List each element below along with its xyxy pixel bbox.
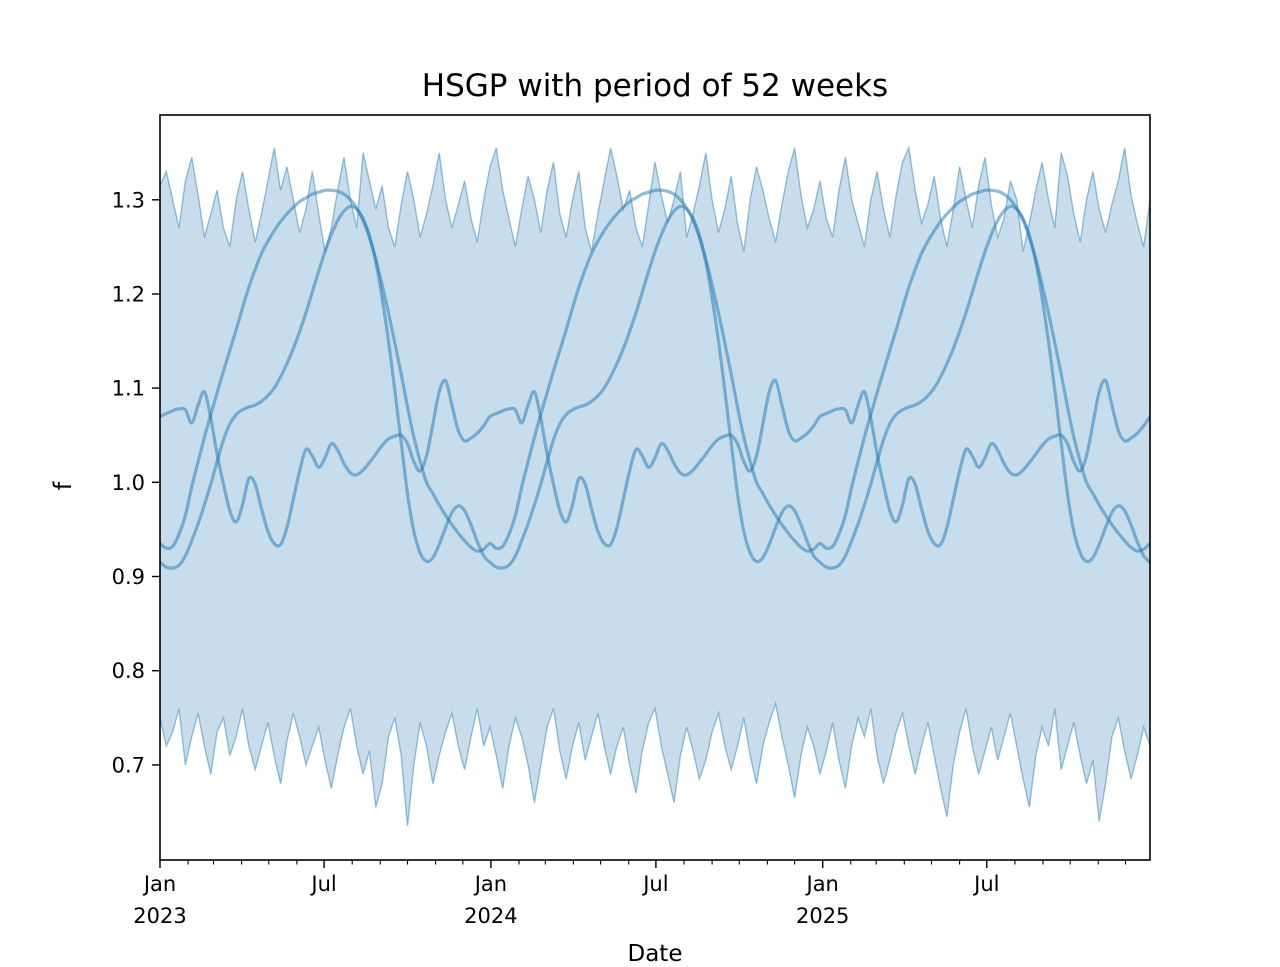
y-tick-label: 0.7	[112, 753, 145, 777]
x-tick-label-year: 2024	[464, 904, 517, 928]
y-tick-label: 1.2	[112, 283, 145, 307]
plot-border	[159, 114, 1151, 861]
y-tick-label: 1.3	[112, 188, 145, 212]
axes: 0.7 0.8 0.9 1.0 1.1 1.2 1.3 Jan 2023 Jul Jan 2024 Ju…	[112, 188, 1127, 928]
chart-title: HSGP with period of 52 weeks	[421, 68, 889, 104]
x-tick-label-month: Jan	[473, 872, 507, 896]
x-tick-label-month: Jul	[972, 872, 999, 896]
plot-data-layer	[160, 145, 1150, 827]
x-tick-label-month: Jan	[805, 872, 839, 896]
x-axis-label: Date	[627, 941, 683, 967]
band-lower-edge	[160, 700, 1150, 827]
sample-curve-2	[160, 204, 1150, 570]
sample-curve-3	[160, 378, 1150, 548]
y-tick-label: 1.1	[112, 377, 145, 401]
x-tick-label-month: Jul	[641, 872, 668, 896]
x-tick-label-year: 2025	[796, 904, 849, 928]
y-tick-label: 0.9	[112, 565, 145, 589]
y-tick-label: 0.8	[112, 659, 145, 683]
x-tick-label-month: Jul	[309, 872, 336, 896]
sample-curve-1	[160, 188, 1150, 553]
x-tick-label-month: Jan	[142, 872, 176, 896]
y-tick-label: 1.0	[112, 471, 145, 495]
hdi-band	[160, 148, 1150, 827]
x-tick-label-year: 2023	[133, 904, 186, 928]
